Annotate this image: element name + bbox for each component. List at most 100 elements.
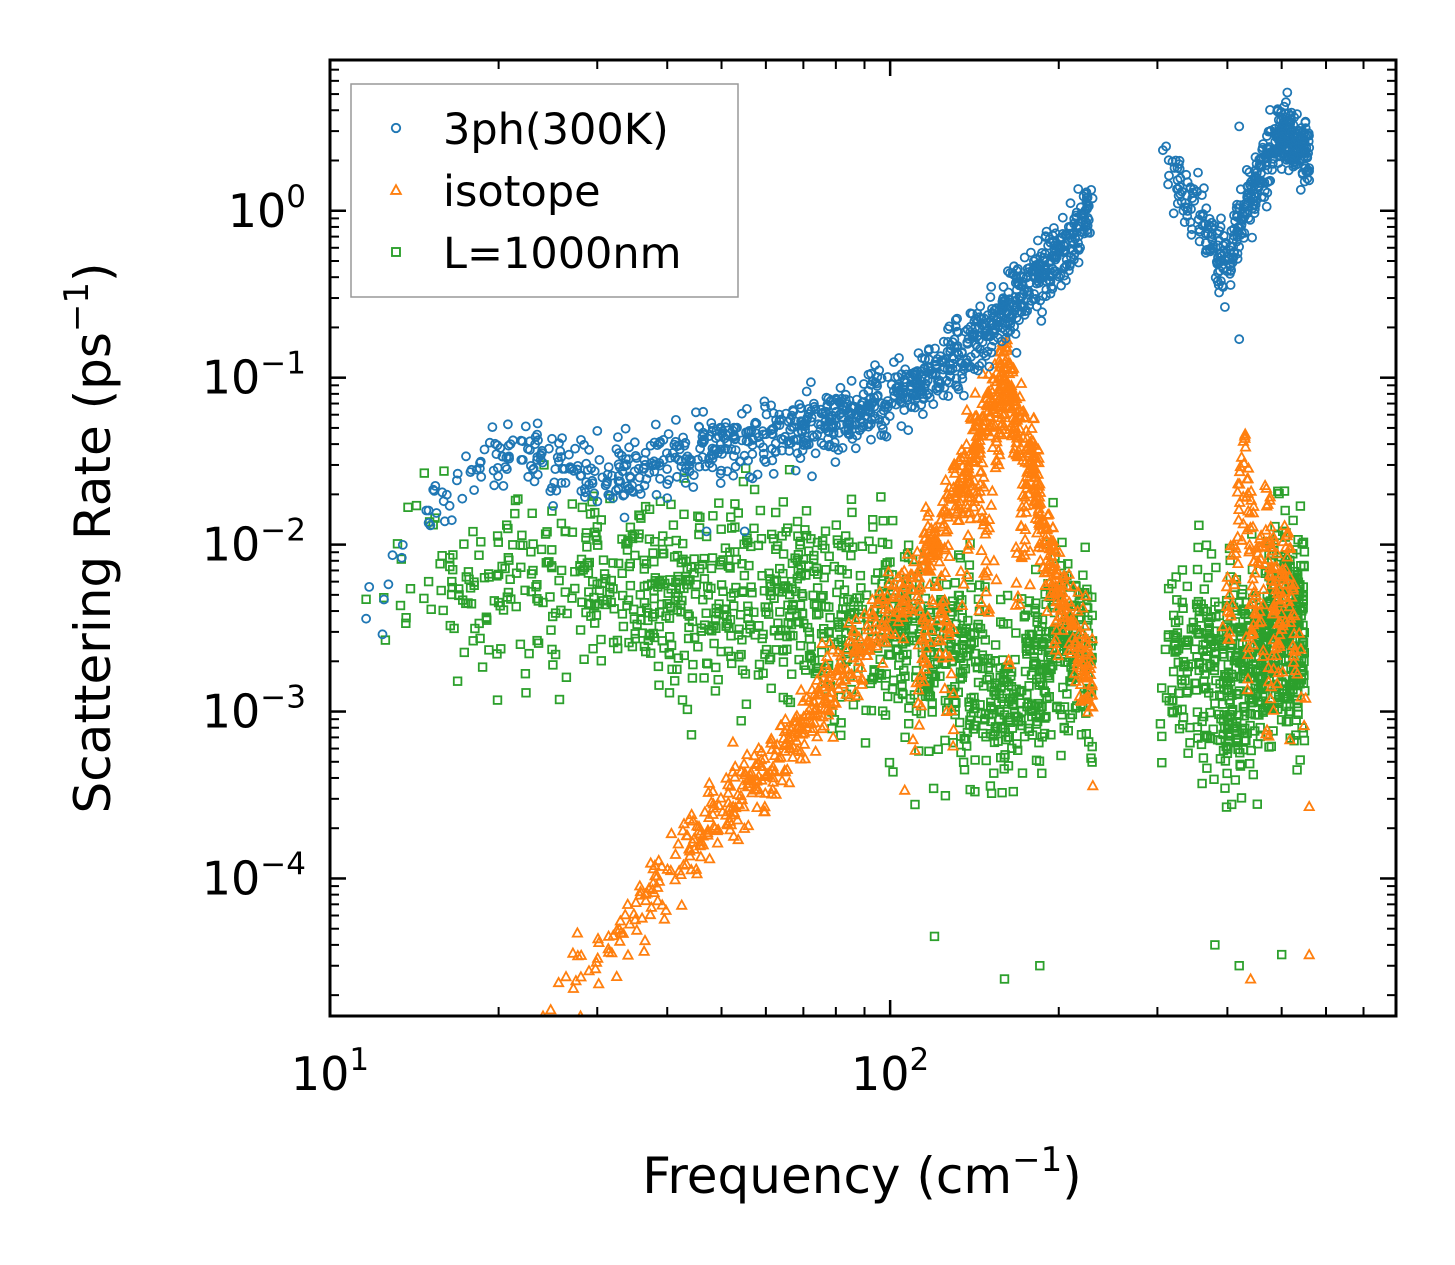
l1000-point — [1057, 537, 1067, 548]
l1000-point — [1044, 673, 1055, 683]
isotope-point — [1042, 507, 1056, 519]
l1000-point — [656, 579, 666, 590]
l1000-point — [737, 635, 747, 645]
isotope-point — [778, 763, 791, 775]
3ph-point — [850, 443, 861, 454]
3ph-point — [879, 430, 890, 440]
isotope-point — [779, 712, 792, 724]
isotope-point — [1257, 644, 1270, 656]
l1000-point — [694, 529, 704, 540]
isotope-point — [607, 929, 620, 941]
3ph-point — [625, 472, 636, 483]
isotope-point — [1287, 627, 1301, 639]
isotope-point — [905, 571, 918, 583]
l1000-point — [1170, 647, 1180, 657]
3ph-point — [1073, 257, 1084, 268]
l1000-point — [736, 649, 746, 660]
l1000-point — [903, 540, 914, 550]
3ph-point — [498, 480, 509, 491]
l1000-point — [716, 524, 726, 534]
isotope-point — [602, 945, 615, 957]
l1000-point — [430, 513, 440, 523]
3ph-point — [768, 468, 779, 479]
l1000-point — [746, 582, 756, 592]
l1000-point — [904, 719, 914, 729]
isotope-point — [1063, 595, 1076, 607]
isotope-point — [1040, 562, 1053, 574]
l1000-point — [438, 605, 448, 616]
3ph-point — [1065, 222, 1076, 233]
isotope-point — [1265, 649, 1279, 661]
isotope-point — [629, 913, 642, 925]
3ph-point — [1037, 307, 1047, 318]
3ph-point — [1079, 228, 1089, 239]
3ph-point — [796, 425, 807, 436]
l1000-point — [1019, 612, 1029, 622]
isotope-point — [960, 403, 974, 415]
l1000-point — [782, 644, 792, 654]
isotope-point — [744, 765, 758, 777]
isotope-point — [918, 655, 931, 667]
l1000-point — [999, 677, 1010, 688]
l1000-point — [1021, 643, 1031, 653]
isotope-point — [858, 607, 871, 619]
isotope-point — [1278, 519, 1291, 531]
3ph-point — [489, 480, 500, 491]
isotope-point — [727, 829, 740, 841]
isotope-point — [914, 564, 927, 576]
l1000-point — [978, 681, 989, 691]
3ph-point — [1064, 228, 1074, 239]
l1000-point — [1222, 768, 1232, 779]
isotope-point — [1079, 589, 1092, 601]
3ph-point — [1046, 282, 1057, 292]
l1000-point — [401, 618, 411, 628]
l1000-point — [1048, 497, 1058, 508]
l1000-point — [665, 575, 675, 585]
l1000-cloud — [379, 460, 1098, 810]
isotope-point — [592, 936, 606, 947]
l1000-point — [437, 551, 447, 561]
l1000-point — [474, 550, 484, 560]
l1000-point — [1180, 637, 1190, 648]
3ph-point — [760, 457, 771, 467]
3ph-point — [715, 478, 726, 489]
isotope-point — [732, 797, 746, 809]
l1000-point — [970, 648, 981, 659]
l1000-point — [419, 593, 429, 604]
3ph-point — [780, 431, 790, 442]
l1000-point — [759, 586, 770, 596]
isotope-point — [1223, 632, 1236, 644]
isotope-point — [919, 500, 933, 512]
3ph-point — [364, 582, 375, 592]
isotope-point — [1223, 588, 1236, 600]
3ph-point — [613, 471, 624, 481]
3ph-point — [475, 456, 486, 467]
isotope-point — [821, 676, 834, 688]
isotope-point — [1074, 677, 1087, 689]
isotope-point — [938, 504, 951, 516]
3ph-point — [950, 321, 961, 332]
isotope-point — [996, 400, 1010, 413]
l1000-point — [543, 557, 553, 568]
isotope-point — [651, 894, 664, 906]
3ph-point — [1164, 170, 1174, 181]
isotope-point — [1262, 660, 1275, 672]
l1000-point — [533, 596, 543, 606]
l1000-point — [1176, 675, 1187, 685]
3ph-point — [476, 471, 487, 482]
isotope-point — [877, 635, 890, 647]
l1000-point — [556, 518, 567, 529]
3ph-point — [924, 344, 934, 355]
l1000-point — [940, 735, 950, 746]
l1000-point — [470, 623, 480, 634]
isotope-point — [976, 396, 989, 409]
l1000-point — [1232, 735, 1242, 745]
l1000-point — [1033, 626, 1044, 636]
l1000-point — [793, 531, 803, 541]
isotope-point — [740, 748, 754, 760]
l1000-point — [788, 601, 799, 611]
isotope-point — [1273, 628, 1286, 640]
l1000-point — [664, 649, 675, 660]
isotope-point — [816, 710, 830, 722]
